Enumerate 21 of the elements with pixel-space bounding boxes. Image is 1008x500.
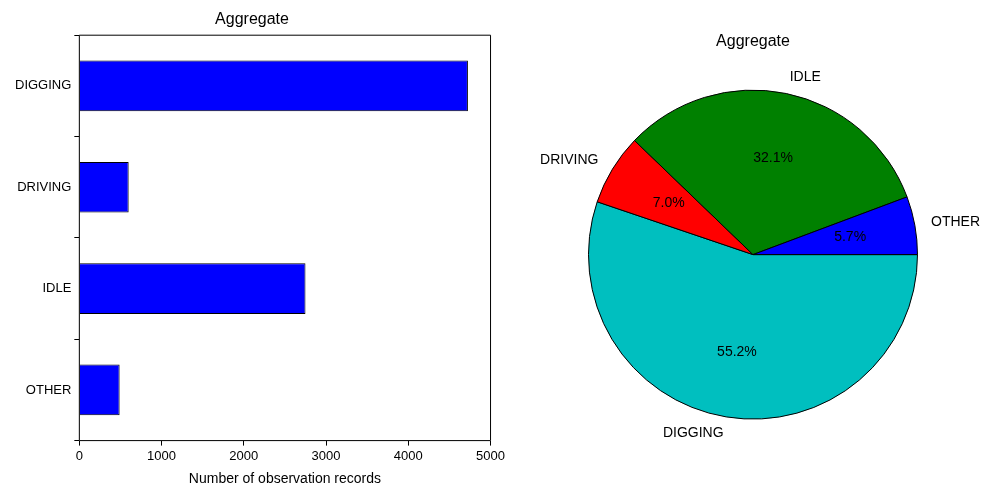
chart-title: Aggregate <box>215 10 290 28</box>
x-tick-label: 3000 <box>311 447 341 463</box>
x-tick-label: 4000 <box>393 447 423 463</box>
y-tick-label: DIGGING <box>14 77 72 93</box>
data-label: 32.1% <box>753 148 793 165</box>
y-tick-label: DRIVING <box>17 178 72 194</box>
x-axis-title: Number of observation records <box>188 470 382 487</box>
chart-title: Aggregate <box>716 32 791 50</box>
x-tick-label: 5000 <box>476 447 505 463</box>
data-label: 7.0% <box>652 194 685 211</box>
slice-label: OTHER <box>931 213 981 230</box>
y-tick-label: IDLE <box>42 280 72 296</box>
slice-label: DIGGING <box>662 424 724 440</box>
x-tick-label: 1000 <box>147 447 177 463</box>
data-label: 55.2% <box>717 342 757 359</box>
slice-label: IDLE <box>789 68 821 85</box>
y-tick-label: OTHER <box>25 381 72 397</box>
x-tick-label: 2000 <box>229 447 259 463</box>
data-label: 5.7% <box>834 227 867 244</box>
slice-label: DRIVING <box>540 151 599 168</box>
x-tick-label: 0 <box>75 447 83 463</box>
